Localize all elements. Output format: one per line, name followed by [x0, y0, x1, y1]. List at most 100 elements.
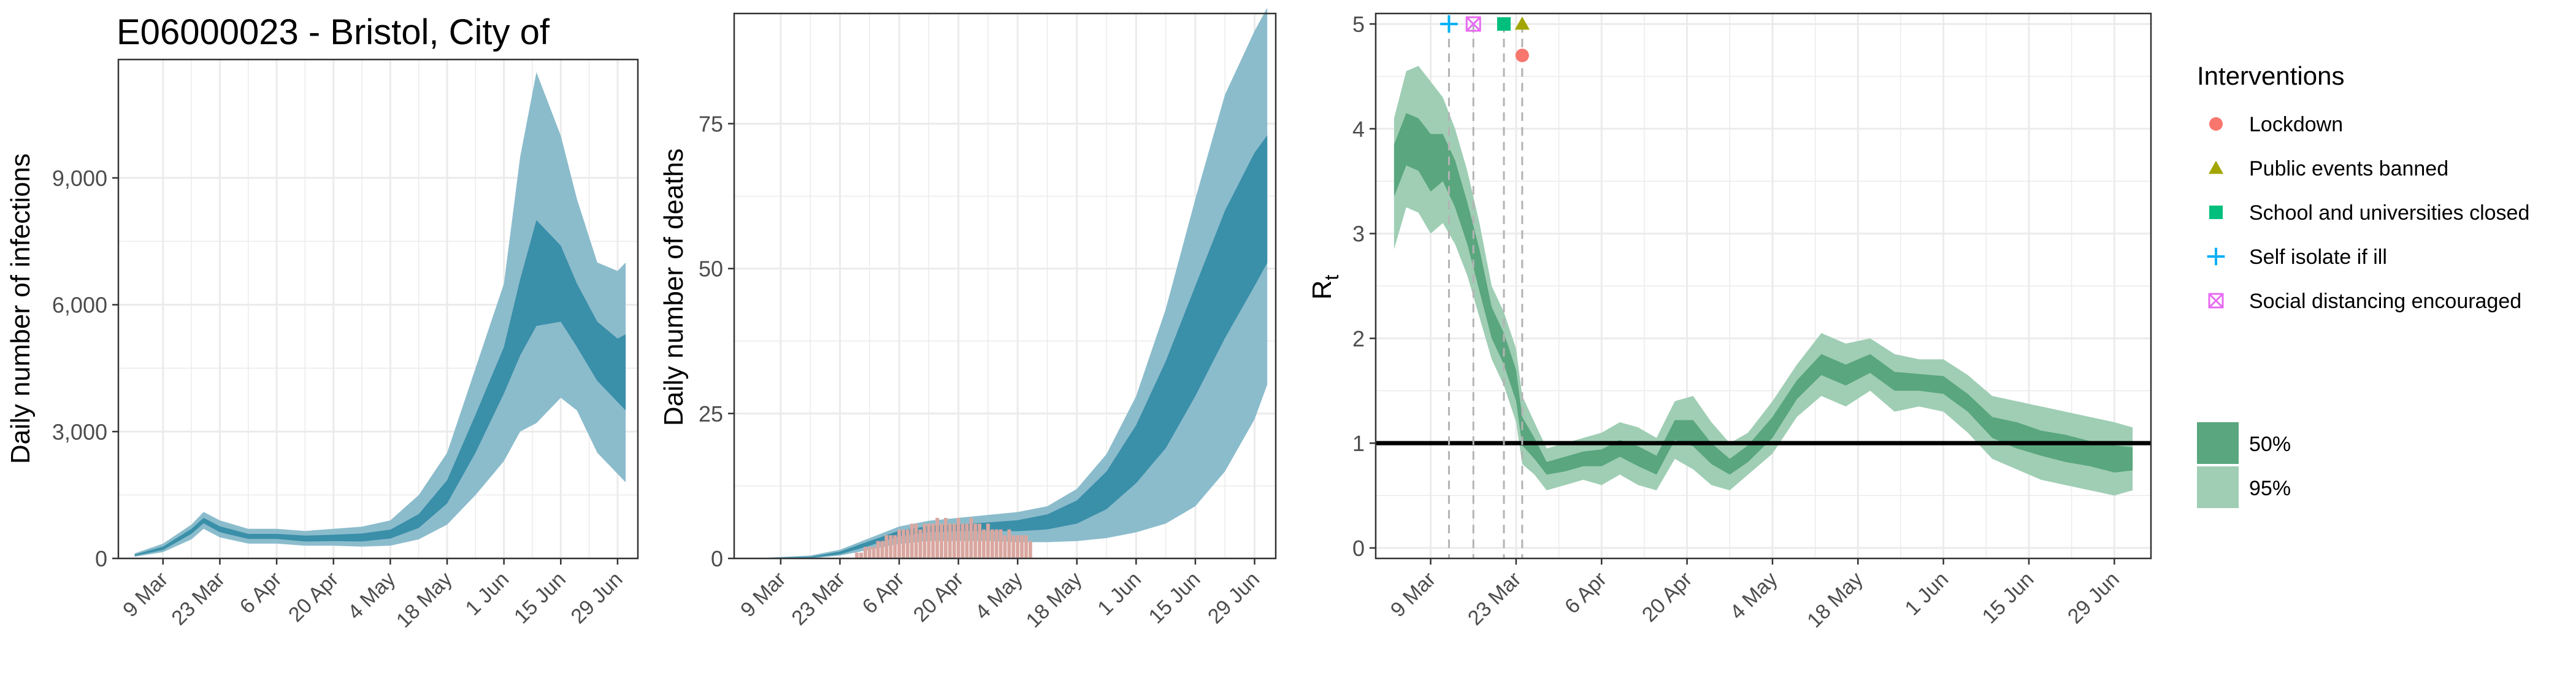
death-bar: [927, 523, 931, 558]
rt-chart: 0 1 2 3 4 5 9 Mar 23 Mar 6 Apr 20 Apr 4 May 18 May 1…: [1307, 12, 2152, 633]
death-bar: [855, 552, 859, 558]
y-tick-label: 9,000: [52, 166, 107, 191]
x-tick-label: 29 Jun: [1203, 568, 1264, 628]
death-bar: [893, 535, 897, 558]
x-tick-label: 18 May: [392, 568, 457, 633]
legend-marker: [2208, 160, 2224, 174]
x-tick-label: 23 Mar: [787, 568, 849, 630]
death-bar: [897, 529, 901, 558]
death-bar: [867, 547, 872, 558]
x-tick-label: 1 Jun: [1901, 568, 1953, 620]
x-tick-label: 4 May: [1725, 568, 1782, 624]
x-tick-label: 1 Jun: [1093, 568, 1146, 620]
death-bar: [1024, 535, 1028, 558]
figure-title: E06000023 - Bristol, City of: [117, 12, 550, 52]
x-tick-label: 9 Mar: [118, 568, 172, 622]
death-bar: [863, 547, 867, 558]
x-tick-label: 9 Mar: [736, 568, 790, 622]
legend-swatch: [2197, 422, 2239, 464]
death-bar: [969, 517, 973, 558]
y-axis-label: Daily number of deaths: [659, 149, 689, 426]
band-50pct: [751, 135, 1268, 558]
plot-border: [1374, 12, 2152, 560]
death-bar: [994, 529, 999, 558]
death-bar: [990, 529, 994, 558]
x-tick-label: 6 Apr: [858, 568, 909, 619]
y-axis-label: Daily number of infections: [6, 153, 36, 464]
death-bar: [884, 535, 889, 558]
x-tick-label: 6 Apr: [236, 568, 286, 619]
x-tick-label: 23 Mar: [167, 568, 229, 630]
death-bar: [876, 541, 880, 558]
y-tick-label: 3,000: [52, 419, 107, 444]
legend-marker: [2207, 247, 2225, 266]
death-bar: [948, 523, 952, 558]
death-bar: [859, 552, 863, 558]
death-bar: [952, 523, 956, 558]
y-tick-label: 4: [1352, 117, 1365, 142]
y-tick-label: 2: [1352, 326, 1365, 351]
death-bar: [1020, 535, 1024, 558]
x-tick-label: 23 Mar: [1463, 568, 1526, 630]
x-tick-label: 29 Jun: [2063, 568, 2124, 628]
intervention-marker: [1440, 15, 1458, 33]
y-tick-label: 75: [699, 111, 723, 136]
plot-border: [733, 12, 1277, 560]
death-bar: [872, 547, 876, 558]
death-bar: [935, 517, 940, 558]
legend-swatch: [2197, 466, 2239, 508]
y-tick-label: 50: [699, 257, 723, 282]
death-bar: [1016, 535, 1020, 558]
y-tick-label: 5: [1352, 12, 1365, 37]
death-bar: [922, 523, 927, 558]
x-tick-label: 15 Jun: [510, 568, 570, 628]
x-tick-label: 6 Apr: [1560, 568, 1611, 619]
legend-label: Lockdown: [2249, 113, 2343, 136]
intervention-marker: [1497, 17, 1511, 31]
plot-border: [117, 58, 639, 560]
x-tick-label: 15 Jun: [1144, 568, 1205, 628]
death-bar: [999, 529, 1003, 558]
legend-label: Social distancing encouraged: [2249, 290, 2521, 313]
y-tick-label: 3: [1352, 222, 1365, 247]
x-tick-label: 15 Jun: [1978, 568, 2039, 628]
death-bar: [1011, 535, 1016, 558]
death-bar: [965, 523, 969, 558]
death-bar: [880, 541, 884, 558]
death-bar: [1007, 529, 1011, 558]
x-tick-label: 18 May: [1022, 568, 1087, 633]
x-tick-label: 20 Apr: [284, 568, 343, 627]
x-tick-label: 1 Jun: [461, 568, 514, 620]
y-tick-label: 6,000: [52, 293, 107, 318]
legend-label: School and universities closed: [2249, 201, 2529, 225]
band-95pct: [134, 72, 626, 557]
x-tick-label: 20 Apr: [1638, 568, 1696, 627]
death-bar: [1003, 535, 1007, 558]
legend-marker: [2209, 117, 2223, 131]
death-bar: [978, 523, 982, 558]
death-bar: [973, 523, 978, 558]
intervention-marker: [1515, 48, 1529, 63]
legend-marker: [2209, 206, 2223, 219]
death-bar: [914, 523, 918, 558]
y-tick-label: 0: [95, 546, 107, 571]
intervention-marker: [1465, 16, 1481, 32]
legend-title: Interventions: [2197, 61, 2344, 90]
death-bar: [982, 529, 986, 558]
y-tick-label: 0: [1352, 536, 1365, 561]
x-tick-label: 20 Apr: [909, 568, 968, 627]
death-bar: [918, 529, 922, 558]
legend-label: Public events banned: [2249, 157, 2448, 180]
death-bar: [960, 523, 965, 558]
death-bar: [902, 529, 905, 558]
x-tick-label: 18 May: [1803, 568, 1868, 633]
legend: Interventions Lockdown Public events bann…: [2197, 61, 2529, 508]
death-bar: [1028, 541, 1032, 558]
x-tick-label: 4 May: [971, 568, 1027, 624]
y-tick-label: 1: [1352, 431, 1365, 456]
intervention-marker: [1514, 16, 1530, 30]
death-bar: [905, 529, 910, 558]
y-tick-label: 0: [711, 546, 723, 571]
